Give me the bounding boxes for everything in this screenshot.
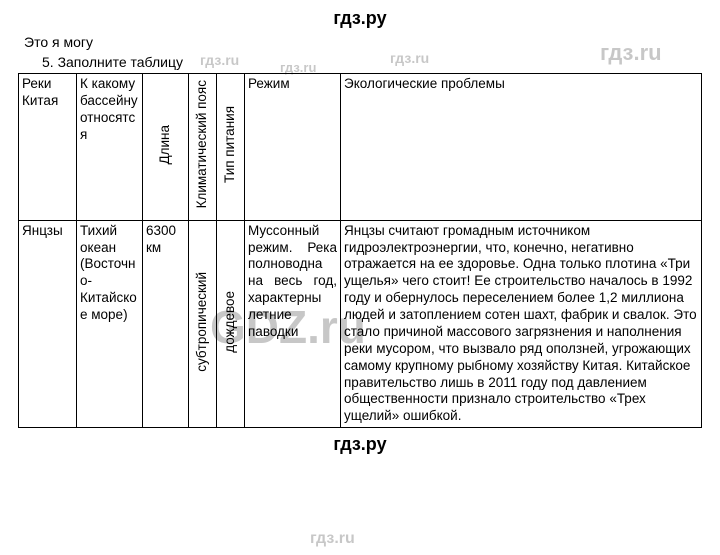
cell-problems: Янцзы считают громадным источником гидро… (341, 220, 702, 428)
intro-text: Это я могу (18, 33, 702, 51)
header-river: Реки Китая (19, 74, 77, 220)
cell-feeding: дождевое (217, 220, 245, 428)
watermark: гдз.ru (310, 530, 355, 548)
header-regime: Режим (245, 74, 341, 220)
table-header-row: Реки Китая К какому бассейну относятся Д… (19, 74, 702, 220)
cell-regime: Муссонный режим. Река полноводна на весь… (245, 220, 341, 428)
cell-climate: субтропический (189, 220, 217, 428)
cell-river: Янцзы (19, 220, 77, 428)
header-basin: К какому бассейну относятся (77, 74, 143, 220)
cell-basin: Тихий океан (Восточно-Китайское море) (77, 220, 143, 428)
header-climate: Климатический пояс (189, 74, 217, 220)
header-problems: Экологические проблемы (341, 74, 702, 220)
table-row: Янцзы Тихий океан (Восточно-Китайское мо… (19, 220, 702, 428)
cell-length: 6300 км (143, 220, 189, 428)
site-title-bottom: гдз.ру (18, 434, 702, 455)
rivers-table: Реки Китая К какому бассейну относятся Д… (18, 73, 702, 428)
site-title-top: гдз.ру (18, 8, 702, 29)
header-length: Длина (143, 74, 189, 220)
task-text: 5. Заполните таблицу (18, 53, 702, 71)
header-feeding: Тип питания (217, 74, 245, 220)
